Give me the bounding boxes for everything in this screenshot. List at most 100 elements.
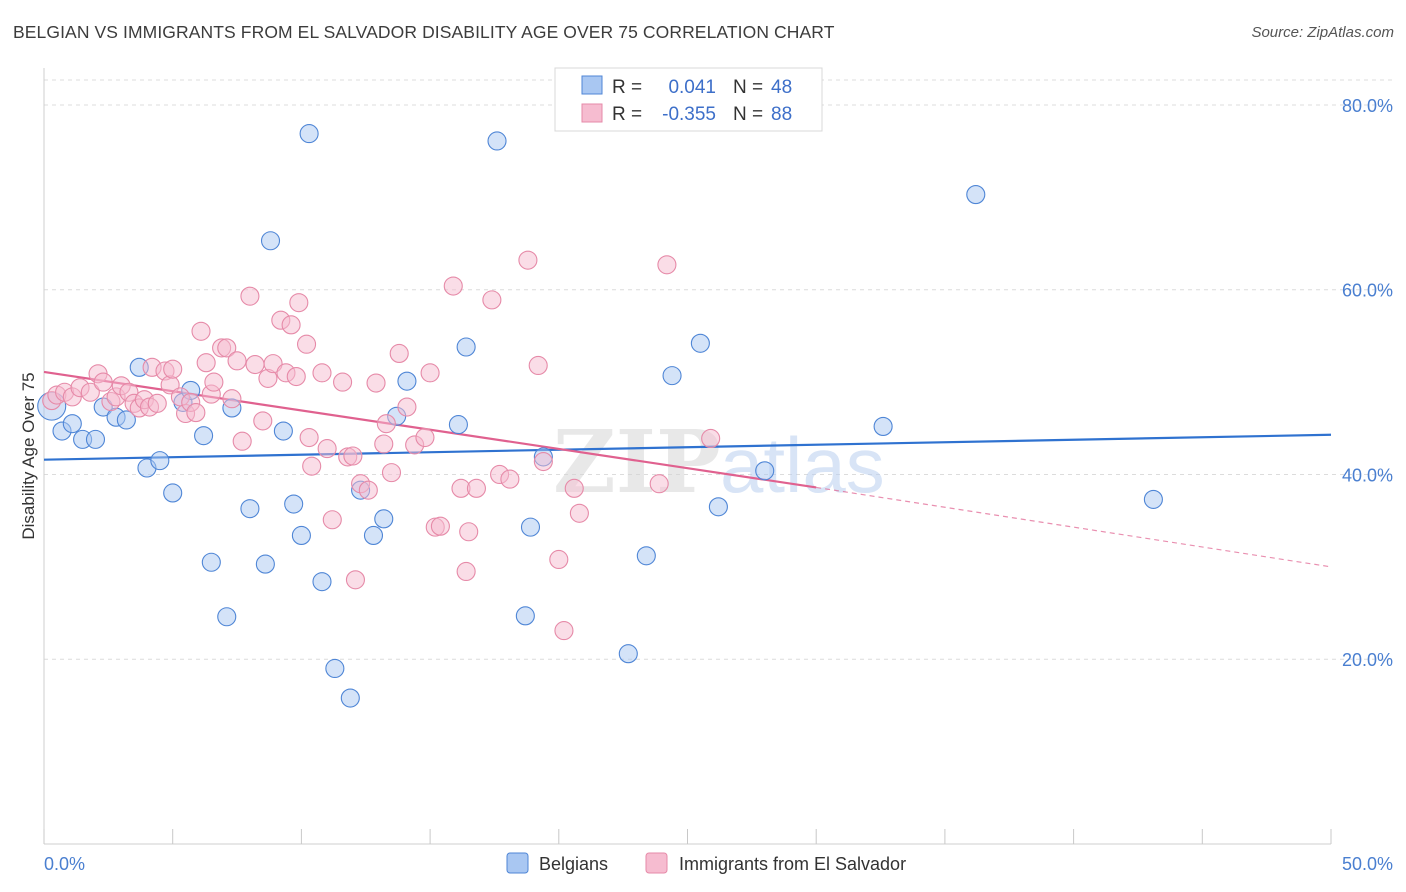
legend-n-value-belgians: 48	[771, 77, 792, 98]
data-point-belgians	[291, 525, 311, 545]
data-point-el-salvador	[397, 397, 417, 417]
bottom-legend-label-el-salvador: Immigrants from El Salvador	[679, 854, 906, 874]
data-point-el-salvador	[358, 480, 378, 500]
data-point-belgians	[1143, 489, 1163, 509]
chart-title: BELGIAN VS IMMIGRANTS FROM EL SALVADOR D…	[13, 22, 835, 42]
data-point-el-salvador	[240, 286, 260, 306]
data-point-el-salvador	[649, 474, 669, 494]
data-point-el-salvador	[80, 382, 100, 402]
data-point-belgians	[690, 333, 710, 353]
data-point-el-salvador	[443, 276, 463, 296]
data-point-el-salvador	[312, 363, 332, 383]
data-point-el-salvador	[227, 351, 247, 371]
data-point-el-salvador	[701, 428, 721, 448]
bottom-legend: Belgians Immigrants from El Salvador	[506, 852, 906, 874]
data-point-el-salvador	[415, 427, 435, 448]
data-point-belgians	[325, 658, 345, 679]
data-point-el-salvador	[381, 463, 402, 483]
y-tick-label: 80.0%	[1342, 96, 1393, 116]
data-point-el-salvador	[281, 315, 301, 335]
data-point-el-salvador	[345, 570, 366, 590]
data-point-belgians	[340, 688, 360, 708]
y-axis-label: Disability Age Over 75	[19, 372, 38, 539]
trend-line-belgians	[43, 433, 1332, 461]
data-point-belgians	[448, 415, 468, 435]
data-point-el-salvador	[163, 359, 183, 379]
data-point-belgians	[618, 644, 638, 664]
data-point-belgians	[240, 499, 260, 519]
data-point-el-salvador	[222, 389, 242, 409]
gridlines	[44, 79, 1392, 660]
data-point-belgians	[520, 517, 541, 537]
y-tick-label: 20.0%	[1342, 650, 1393, 670]
data-point-belgians	[374, 509, 394, 529]
data-points	[37, 124, 1163, 708]
legend-swatch-belgians	[581, 75, 603, 95]
data-point-el-salvador	[263, 354, 283, 374]
data-point-belgians	[260, 231, 281, 251]
data-point-el-salvador	[459, 522, 479, 542]
data-point-el-salvador	[518, 250, 538, 270]
data-point-el-salvador	[374, 434, 394, 454]
legend-n-label-2: N =	[733, 104, 763, 125]
legend-r-value-belgians: 0.041	[668, 77, 716, 98]
data-point-el-salvador	[549, 549, 569, 570]
data-point-el-salvador	[302, 456, 322, 476]
data-point-el-salvador	[186, 403, 206, 423]
data-point-el-salvador	[657, 255, 677, 275]
data-point-el-salvador	[191, 321, 211, 341]
data-point-belgians	[873, 416, 893, 436]
data-point-belgians	[150, 451, 170, 471]
data-point-el-salvador	[253, 411, 273, 431]
data-point-el-salvador	[376, 414, 396, 434]
y-tick-label: 40.0%	[1342, 465, 1393, 485]
data-point-belgians	[397, 371, 417, 391]
data-point-el-salvador	[500, 469, 520, 489]
data-point-belgians	[363, 525, 384, 545]
data-point-belgians	[515, 606, 535, 626]
data-point-el-salvador	[245, 354, 265, 375]
bottom-legend-label-belgians: Belgians	[539, 854, 608, 874]
data-point-belgians	[708, 497, 728, 517]
data-point-el-salvador	[528, 355, 548, 376]
data-point-el-salvador	[232, 431, 252, 451]
data-point-belgians	[636, 546, 656, 566]
data-point-el-salvador	[569, 503, 589, 523]
x-tick-label: 50.0%	[1342, 854, 1393, 874]
data-point-el-salvador	[533, 451, 553, 472]
data-point-el-salvador	[554, 621, 574, 641]
data-point-el-salvador	[299, 427, 319, 448]
legend-n-label-1: N =	[733, 77, 763, 98]
data-point-el-salvador	[333, 372, 353, 392]
data-point-belgians	[85, 429, 106, 449]
watermark-atlas: atlas	[720, 421, 885, 509]
x-ticks: 0.0% 50.0%	[43, 829, 1393, 874]
data-point-belgians	[966, 185, 986, 205]
data-point-el-salvador	[389, 343, 409, 364]
data-point-el-salvador	[196, 353, 216, 373]
data-point-belgians	[299, 124, 319, 144]
data-point-belgians	[116, 410, 136, 430]
y-tick-labels: 20.0% 40.0% 60.0% 80.0%	[1342, 96, 1393, 670]
bottom-legend-swatch-el-salvador	[645, 852, 668, 874]
data-point-el-salvador	[296, 334, 317, 354]
legend-r-label-2: R =	[612, 104, 642, 125]
source-label: Source: ZipAtlas.com	[1251, 24, 1394, 41]
data-point-el-salvador	[420, 363, 440, 383]
data-point-belgians	[62, 414, 82, 434]
data-point-el-salvador	[430, 516, 450, 536]
data-point-belgians	[163, 483, 183, 503]
legend: R = 0.041 N = 48 R = -0.355 N = 88	[554, 67, 823, 132]
data-point-el-salvador	[289, 293, 309, 313]
data-point-el-salvador	[322, 510, 342, 530]
data-point-belgians	[487, 131, 507, 151]
trend-line-extension	[816, 486, 1332, 568]
legend-n-value-el-salvador: 88	[771, 104, 792, 125]
data-point-el-salvador	[564, 478, 584, 498]
data-point-el-salvador	[466, 478, 486, 498]
data-point-el-salvador	[286, 367, 306, 387]
data-point-belgians	[217, 607, 237, 627]
x-tick-label: 0.0%	[44, 854, 85, 874]
data-point-belgians	[312, 572, 332, 592]
